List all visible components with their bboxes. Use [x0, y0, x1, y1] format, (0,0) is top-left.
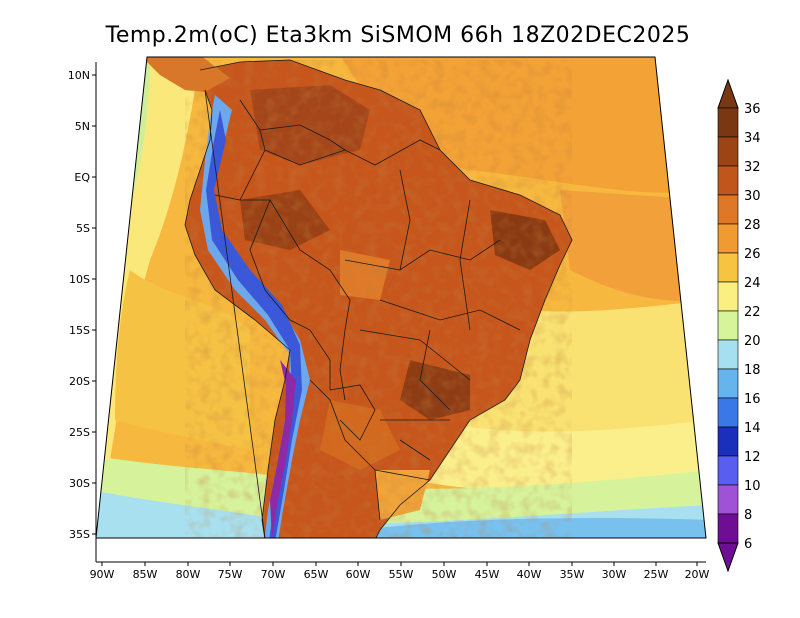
colorbar-segment — [717, 194, 739, 225]
colorbar-segment — [717, 426, 739, 457]
boundary-paraguay — [329, 384, 376, 441]
colorbar-label: 18 — [744, 363, 761, 378]
lat-label-30s: 30S — [69, 477, 90, 490]
lon-label-30w: 30W — [602, 568, 627, 581]
map-title: Temp.2m(oC) Eta3km SiSMOM 66h 18Z02DEC20… — [105, 23, 691, 48]
ocean-north-band — [340, 57, 706, 193]
colorbar-segment — [717, 368, 739, 399]
colorbar-segment — [717, 136, 739, 167]
coastline — [184, 59, 573, 538]
lat-label-10s: 10S — [69, 273, 90, 286]
lon-label-90w: 90W — [90, 568, 115, 581]
lon-label-85w: 85W — [133, 568, 158, 581]
boundary-argentina — [309, 379, 381, 521]
colorbar-arrow-bottom — [717, 542, 739, 573]
colorbar-label: 26 — [744, 247, 761, 262]
boundary-peru-bolivia — [249, 199, 331, 390]
map-frame — [95, 56, 707, 539]
boundary-brazil-north — [264, 139, 441, 166]
andes-ridge-cold — [206, 110, 302, 538]
lat-label-eq: EQ — [74, 171, 90, 184]
central-america-land — [140, 57, 230, 92]
lat-label-15s: 15S — [69, 324, 90, 337]
boundary-brazil-states-2 — [379, 299, 521, 331]
colorbar-label: 36 — [744, 102, 761, 117]
lon-label-75w: 75W — [218, 568, 243, 581]
colorbar-segment — [717, 252, 739, 283]
colorbar: 36 34 32 30 28 26 24 22 20 18 16 14 12 10 8 6 — [717, 78, 761, 573]
colorbar-label: 32 — [744, 160, 761, 175]
boundary-uruguay — [374, 469, 431, 481]
boundary-brazil-states-1 — [344, 239, 501, 271]
lon-label-20w: 20W — [685, 568, 710, 581]
lon-ticks — [101, 562, 698, 566]
lon-label-80w: 80W — [176, 568, 201, 581]
colorbar-segment — [717, 281, 739, 312]
colorbar-segment — [717, 107, 739, 138]
colorbar-label: 28 — [744, 218, 761, 233]
lat-label-25s: 25S — [69, 426, 90, 439]
colorbar-label: 14 — [744, 421, 761, 436]
lon-label-70w: 70W — [261, 568, 286, 581]
lon-label-45w: 45W — [475, 568, 500, 581]
map-domain — [96, 57, 706, 538]
lon-label-40w: 40W — [517, 568, 542, 581]
lat-label-35s: 35S — [69, 528, 90, 541]
colorbar-label: 20 — [744, 334, 761, 349]
boundary-venezuela — [259, 124, 346, 151]
colorbar-segment — [717, 513, 739, 544]
lon-label-60w: 60W — [346, 568, 371, 581]
latitude-axis: 10N 5N EQ 5S 10S 15S 20S 25S 30S 35S — [68, 69, 96, 541]
colorbar-segment — [717, 484, 739, 515]
colorbar-segment — [717, 339, 739, 370]
colorbar-label: 34 — [744, 131, 761, 146]
ocean-pacific-warm — [115, 270, 250, 450]
colorbar-arrow-top — [717, 78, 739, 109]
andes-ridge-core — [270, 360, 296, 538]
longitude-axis: 90W 85W 80W 75W 70W 65W 60W 55W 50W 45W … — [90, 562, 710, 581]
colorbar-label: 8 — [744, 508, 752, 523]
colorbar-segment — [717, 165, 739, 196]
boundary-brazil-states-4 — [359, 329, 471, 461]
ocean-south-blue — [340, 518, 706, 538]
lat-label-10n: 10N — [68, 69, 90, 82]
boundary-brazil-west — [240, 199, 351, 401]
colorbar-label: 6 — [744, 537, 752, 552]
colorbar-segment — [717, 310, 739, 341]
lon-label-65w: 65W — [304, 568, 329, 581]
land-texture — [185, 60, 572, 538]
colorbar-label: 12 — [744, 450, 761, 465]
colorbar-label: 24 — [744, 276, 761, 291]
lon-label-55w: 55W — [389, 568, 414, 581]
lon-label-35w: 35W — [560, 568, 585, 581]
boundary-colombia — [214, 99, 266, 201]
country-boundaries — [184, 59, 573, 538]
colorbar-label: 16 — [744, 392, 761, 407]
colorbar-label: 30 — [744, 189, 761, 204]
colorbar-label: 22 — [744, 305, 761, 320]
colorbar-segment — [717, 455, 739, 486]
boundary-brazil-states-3 — [399, 169, 471, 411]
colorbar-segment — [717, 223, 739, 254]
lat-label-20s: 20S — [69, 375, 90, 388]
lon-label-50w: 50W — [432, 568, 457, 581]
lat-label-5s: 5S — [76, 222, 90, 235]
lat-label-5n: 5N — [75, 120, 90, 133]
colorbar-segment — [717, 397, 739, 428]
lon-label-25w: 25W — [644, 568, 669, 581]
colorbar-label: 10 — [744, 479, 761, 494]
